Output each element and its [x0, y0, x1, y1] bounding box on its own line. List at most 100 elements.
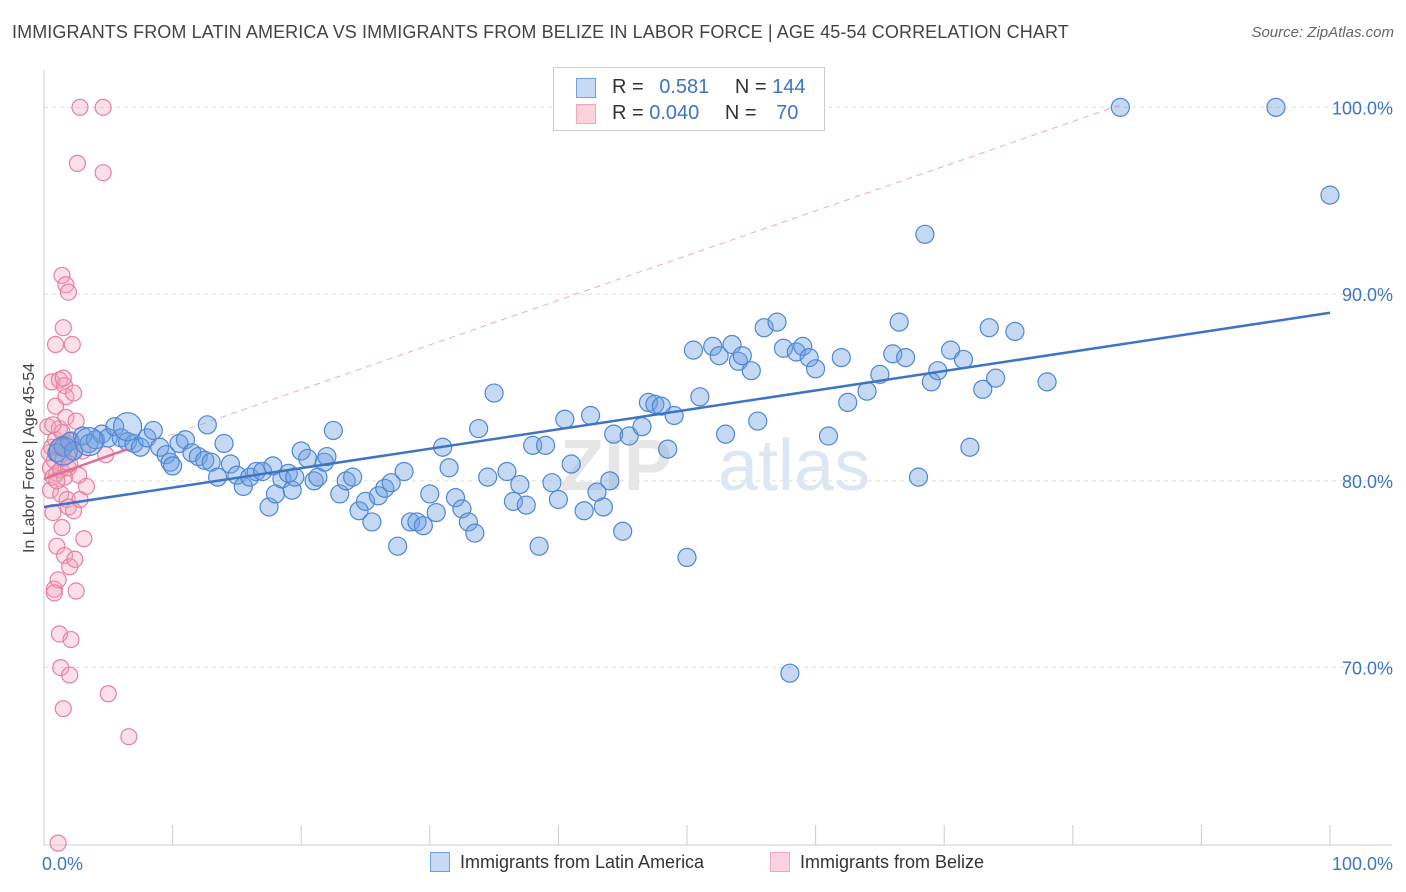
data-point-latin-america	[580, 405, 601, 426]
r-label: R =	[612, 102, 644, 124]
data-point-latin-america	[529, 536, 549, 556]
trend-line-latin-america	[43, 311, 1331, 509]
chart-source: Source: ZipAtlas.com	[1251, 24, 1394, 41]
data-point-belize	[120, 728, 138, 746]
data-point-latin-america	[150, 437, 170, 457]
gridlines	[44, 106, 1392, 669]
n-value: 70	[776, 102, 799, 124]
y-tick-label: 80.0%	[1342, 472, 1393, 492]
data-point-belize	[77, 477, 96, 496]
data-point-latin-america-large	[112, 412, 143, 442]
reference-line-dashed	[43, 103, 1125, 480]
data-point-latin-america	[298, 448, 318, 469]
data-point-latin-america	[574, 501, 594, 521]
data-point-latin-america	[263, 456, 283, 476]
data-point-belize	[45, 580, 63, 598]
legend-stats: R = 0.040 N = 70	[612, 102, 798, 125]
data-point-latin-america	[732, 346, 752, 366]
data-point-belize	[49, 571, 67, 589]
data-point-latin-america	[439, 458, 459, 478]
data-point-latin-america	[960, 437, 980, 457]
series-belize-points	[39, 98, 138, 852]
correlation-legend: R = 0.581 N = 144 R = 0.040 N = 70	[553, 67, 825, 131]
data-point-latin-america	[651, 396, 671, 416]
series-name: Immigrants from Belize	[800, 852, 985, 872]
y-axis-title: In Labor Force | Age 45-54	[21, 362, 38, 554]
data-point-latin-america	[388, 536, 408, 556]
data-point-latin-america	[304, 471, 324, 491]
data-point-latin-america	[690, 387, 710, 407]
data-point-latin-america	[831, 347, 851, 368]
data-point-latin-america	[664, 405, 684, 426]
chart-title: IMMIGRANTS FROM LATIN AMERICA VS IMMIGRA…	[12, 22, 1069, 42]
data-point-belize	[99, 685, 117, 703]
data-point-latin-america	[394, 461, 414, 482]
data-point-latin-america	[561, 454, 581, 474]
data-point-belize	[62, 630, 80, 649]
data-point-latin-america	[130, 437, 151, 457]
watermark-zip: ZIP	[560, 426, 672, 506]
r-value: 0.581	[659, 76, 710, 98]
data-point-belize	[44, 416, 62, 434]
y-tick-label: 90.0%	[1342, 285, 1393, 305]
data-point-latin-america	[1005, 321, 1025, 342]
data-point-latin-america	[780, 663, 800, 683]
data-point-latin-america-large	[74, 427, 104, 457]
data-point-latin-america	[542, 473, 562, 493]
n-label: N =	[724, 102, 757, 124]
data-point-latin-america	[767, 312, 787, 332]
data-point-latin-america	[908, 467, 929, 487]
data-point-latin-america	[381, 473, 401, 493]
data-point-belize	[61, 666, 79, 684]
data-point-latin-america	[953, 349, 974, 370]
data-point-latin-america	[465, 523, 485, 543]
watermark: ZIP atlas	[560, 426, 870, 506]
data-point-belize	[75, 530, 93, 548]
data-point-latin-america	[548, 489, 569, 510]
data-point-latin-america	[715, 424, 736, 444]
data-point-latin-america	[619, 426, 639, 446]
x-tick-label: 100.0%	[1332, 854, 1393, 874]
data-point-belize	[64, 384, 83, 402]
data-point-latin-america	[896, 347, 916, 368]
data-point-latin-america	[645, 394, 665, 414]
data-point-latin-america	[773, 338, 794, 358]
data-point-latin-america	[1037, 372, 1057, 392]
data-point-latin-america	[458, 512, 478, 532]
data-point-latin-america	[638, 392, 659, 413]
legend-stats: R = 0.581 N = 144	[612, 76, 806, 99]
data-point-latin-america	[658, 439, 678, 459]
y-tick-label: 70.0%	[1342, 659, 1393, 679]
data-point-latin-america	[535, 435, 556, 455]
data-point-latin-america	[323, 420, 343, 441]
data-point-latin-america	[516, 495, 536, 515]
data-point-latin-america	[741, 361, 761, 381]
trend-line-belize	[43, 447, 129, 481]
data-point-belize	[94, 164, 112, 182]
data-point-belize	[53, 266, 71, 285]
data-point-latin-america	[986, 368, 1006, 388]
legend-swatch-pink	[576, 104, 596, 124]
data-point-latin-america	[163, 456, 183, 476]
data-point-latin-america	[368, 486, 388, 506]
data-point-latin-america	[793, 336, 813, 356]
data-point-belize	[45, 584, 63, 602]
data-point-belize	[94, 98, 112, 116]
data-point-belize	[49, 834, 67, 852]
series-swatch-pink	[770, 852, 790, 872]
series-name: Immigrants from Latin America	[460, 852, 705, 872]
n-label: N =	[734, 76, 767, 98]
data-point-latin-america	[143, 420, 163, 441]
r-label: R =	[612, 76, 644, 98]
data-point-latin-america	[889, 312, 909, 332]
data-point-latin-america	[195, 450, 215, 470]
data-point-latin-america	[632, 417, 652, 437]
watermark-atlas: atlas	[718, 426, 870, 506]
data-point-latin-america	[677, 547, 697, 568]
series-legend-belize: Immigrants from Belize	[770, 852, 984, 873]
data-point-latin-america	[979, 318, 999, 338]
data-point-latin-america	[600, 471, 620, 491]
data-point-latin-america	[137, 428, 157, 448]
data-point-latin-america	[220, 454, 241, 474]
data-point-latin-america	[291, 441, 311, 461]
